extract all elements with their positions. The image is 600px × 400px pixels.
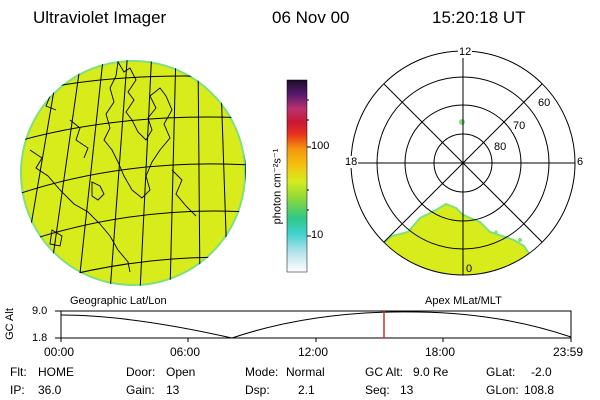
gain-value: 13 — [166, 383, 180, 397]
altitude-curve — [60, 311, 572, 339]
door-value: Open — [166, 365, 196, 379]
earth-disk-aurora — [20, 60, 246, 286]
mode-label: Mode: — [245, 365, 279, 379]
colorbar-unit-label: photon cm⁻²s⁻¹ — [271, 148, 284, 225]
mlt-label-18: 18 — [344, 156, 359, 168]
aurora-spot — [459, 119, 465, 125]
mlat-label-60: 60 — [537, 97, 552, 109]
gc-alt-ytick-bottom: 1.8 — [32, 332, 48, 344]
mlt-label-0: 0 — [466, 263, 473, 275]
coastlines — [29, 60, 197, 273]
seq-value: 13 — [400, 383, 414, 397]
time-tick-0600: 06:00 — [170, 345, 201, 359]
glat-label: GLat: — [486, 365, 516, 379]
flt-label: Flt: — [10, 365, 27, 379]
mlat-label-80: 80 — [493, 141, 508, 153]
time-tick-2359: 23:59 — [553, 345, 584, 359]
gc-alt-ytick-top: 9.0 — [32, 305, 48, 317]
apex-label: Apex MLat/MLT — [425, 295, 502, 307]
time-tick-1200: 12:00 — [298, 345, 329, 359]
observation-date: 06 Nov 00 — [272, 8, 350, 27]
gc-alt-plot — [55, 310, 572, 342]
ip-value: 36.0 — [38, 383, 62, 397]
glon-value: 108.8 — [524, 383, 555, 397]
mlt-label-6: 6 — [576, 156, 585, 168]
door-label: Door: — [126, 365, 156, 379]
gcalt-label: GC Alt: — [365, 365, 404, 379]
mode-value: Normal — [286, 365, 325, 379]
time-tick-0000: 00:00 — [44, 345, 75, 359]
gc-alt-ylabel: GC Alt — [3, 308, 16, 340]
color-scale-bar — [286, 79, 311, 273]
instrument-name: Ultraviolet Imager — [33, 8, 167, 27]
glon-label: GLon: — [486, 383, 519, 397]
mlt-label-12: 12 — [458, 46, 473, 58]
flt-value: HOME — [38, 365, 74, 379]
seq-label: Seq: — [365, 383, 390, 397]
glat-value: -2.0 — [531, 365, 552, 379]
time-tick-1800: 18:00 — [425, 345, 456, 359]
ip-label: IP: — [10, 383, 25, 397]
dsp-label: Dsp: — [245, 383, 270, 397]
geographic-label: Geographic Lat/Lon — [70, 295, 167, 307]
polar-plot — [350, 50, 576, 276]
gain-label: Gain: — [126, 383, 155, 397]
geographic-map — [20, 60, 246, 286]
auroral-emission — [376, 202, 542, 275]
gcalt-value: 9.0 Re — [413, 365, 449, 379]
colorbar-tick-100: 100 — [311, 140, 330, 152]
dsp-value: 2.1 — [298, 383, 315, 397]
mlat-label-70: 70 — [512, 120, 527, 132]
colorbar-tick-10: 10 — [311, 229, 324, 241]
observation-time: 15:20:18 UT — [432, 8, 526, 27]
